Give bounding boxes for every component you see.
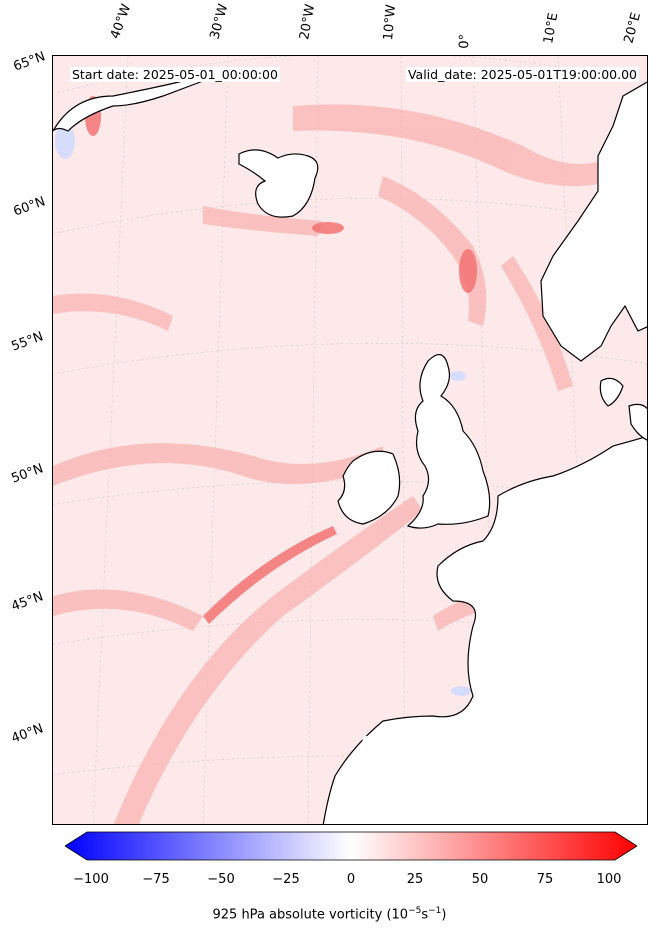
lon-label-20e: 20°E (621, 10, 645, 46)
lat-label-45n: 45°N (9, 589, 46, 615)
lat-label-40n: 40°N (9, 721, 46, 747)
colorbar-tick: 100 (596, 872, 622, 887)
colorbar-tick: 0 (346, 872, 356, 887)
colorbar-label: 925 hPa absolute vorticity (10−5s−1) (212, 906, 447, 923)
colorbar (65, 831, 637, 861)
colorbar-tick: 75 (536, 872, 554, 887)
lon-label-20w: 20°W (297, 3, 319, 42)
lon-label-30w: 30°W (207, 2, 232, 41)
lat-label-50n: 50°N (9, 461, 46, 487)
valid-date-label: Valid_date: 2025-05-01T19:00:00.00 (405, 67, 639, 82)
colorbar-tick: −75 (142, 872, 170, 887)
start-date-label: Start date: 2025-05-01_00:00:00 (70, 67, 280, 82)
colorbar-tick: 25 (406, 872, 424, 887)
colorbar-tick: −50 (207, 872, 235, 887)
colorbar-tick: 50 (471, 872, 489, 887)
colorbar-gradient (65, 831, 637, 861)
coastlines (53, 80, 647, 824)
colorbar-tick: −25 (272, 872, 300, 887)
lon-label-0: 0° (457, 33, 473, 49)
lon-label-10e: 10°E (541, 11, 562, 45)
vorticity-field-map (53, 56, 647, 824)
colorbar-tick: −100 (73, 872, 109, 887)
lat-label-60n: 60°N (11, 194, 48, 220)
lon-label-10w: 10°W (381, 3, 400, 41)
lat-label-55n: 55°N (9, 329, 46, 355)
masked-land-interior (353, 207, 647, 824)
lon-label-40w: 40°W (107, 2, 135, 41)
map-panel (52, 55, 648, 825)
lat-label-65n: 65°N (11, 49, 48, 75)
positive-vorticity-bands (53, 104, 613, 824)
